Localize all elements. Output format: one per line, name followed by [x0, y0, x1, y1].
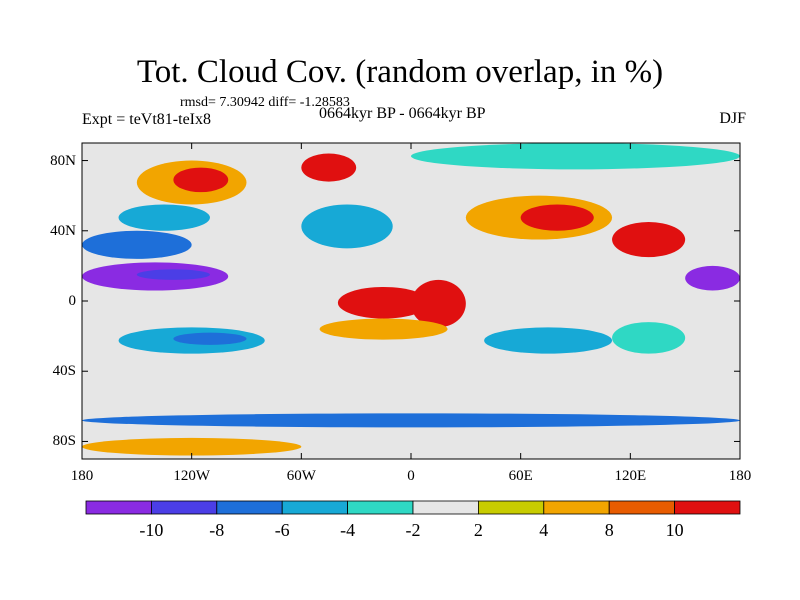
- map-title: Tot. Cloud Cov. (random overlap, in %): [136, 54, 664, 90]
- colorbar-swatch: [412, 500, 479, 515]
- region-n-atlantic-cyan: [301, 204, 393, 249]
- colorbar-swatch: [543, 500, 610, 515]
- region-n-pacific-blue: [82, 230, 192, 259]
- season-label: DJF: [719, 110, 746, 127]
- colorbar-label: 8: [604, 520, 614, 540]
- colorbar-label: 4: [539, 520, 549, 540]
- region-s-indian-cyan: [484, 327, 613, 354]
- colorbar-swatch: [85, 500, 152, 515]
- region-arctic-cyan: [411, 143, 740, 170]
- colorbar-swatch: [477, 500, 545, 515]
- colorbar-swatch: [347, 500, 414, 515]
- region-s-pacific-blue: [173, 332, 247, 345]
- colorbar-swatch: [150, 500, 218, 515]
- region-antarctica-orange: [82, 437, 302, 456]
- colorbar-swatch: [608, 500, 676, 515]
- lon-label: 120E: [614, 468, 647, 484]
- stats-line: rmsd= 7.30942 diff= -1.28583: [180, 95, 350, 110]
- region-asia-red: [612, 222, 686, 258]
- colorbar-label: -2: [405, 520, 421, 540]
- lon-label: 180: [70, 468, 94, 484]
- colorbar-swatch: [216, 500, 283, 515]
- colorbar-swatch: [281, 500, 349, 515]
- region-n-pacific-cyan: [118, 204, 210, 231]
- experiment-label: Expt = teVt81-teIx8: [82, 111, 211, 128]
- map-region-layer: [82, 143, 740, 459]
- lat-label: 80S: [52, 433, 76, 450]
- colorbar-label: 10: [665, 520, 684, 540]
- colorbar-label: -6: [274, 520, 290, 540]
- region-africa-red: [411, 279, 466, 328]
- lon-label: 180: [728, 468, 752, 484]
- lat-label: 80N: [50, 152, 76, 169]
- region-southern-ocean-blue: [82, 413, 740, 428]
- region-s-atlantic-orange: [319, 318, 448, 340]
- region-siberia-red: [520, 204, 594, 231]
- lon-label: 60E: [508, 468, 533, 484]
- colorbar-label: -8: [209, 520, 225, 540]
- colorbar-swatch: [674, 500, 741, 515]
- region-indian-pacific-band: [685, 265, 740, 291]
- region-tropical-pacific-band-2: [136, 269, 210, 280]
- lat-label: 40S: [52, 363, 76, 380]
- colorbar-label: -4: [340, 520, 356, 540]
- lon-label: 60W: [286, 468, 316, 484]
- colorbar-label: 2: [473, 520, 483, 540]
- region-canada-red: [173, 167, 229, 193]
- region-trop-atlantic-red: [337, 286, 430, 319]
- lat-label: 40N: [50, 222, 76, 239]
- lat-label: 0: [68, 293, 77, 309]
- lon-label: 0: [407, 468, 415, 484]
- colorbar: [85, 500, 741, 515]
- region-greenland-red: [301, 153, 357, 182]
- lon-label: 120W: [173, 468, 210, 484]
- period-label: 0664kyr BP - 0664kyr BP: [319, 105, 486, 122]
- colorbar-label: -10: [139, 520, 164, 540]
- tick-marks: [81, 143, 741, 459]
- region-australia-cyan: [612, 322, 686, 354]
